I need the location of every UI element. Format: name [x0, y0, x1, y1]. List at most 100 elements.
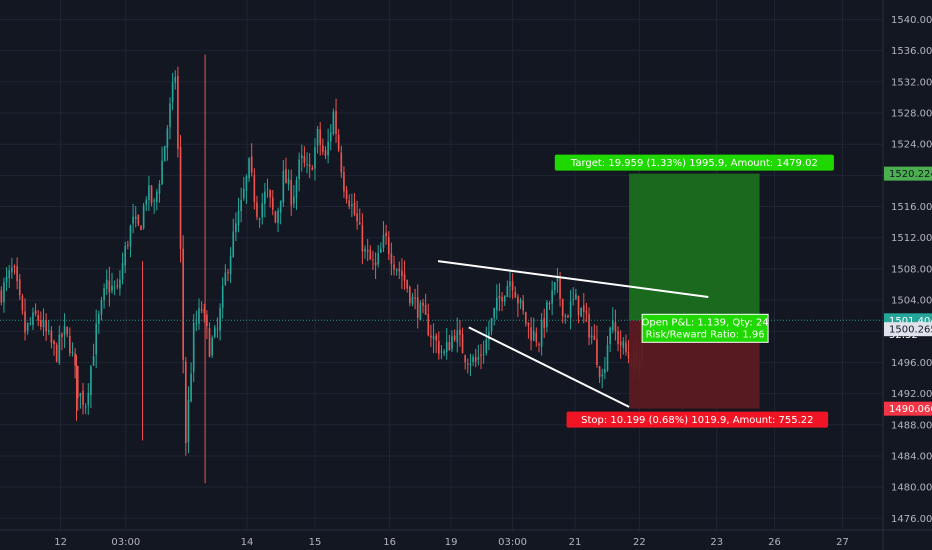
candle-body [121, 263, 124, 280]
candle-body [69, 336, 71, 354]
candle-body [221, 285, 224, 308]
candle-body [127, 244, 129, 246]
candle-body [124, 245, 127, 266]
candle-body [503, 296, 506, 302]
candle-body [561, 298, 564, 317]
candle-body [229, 255, 232, 275]
time-axis[interactable] [0, 530, 932, 550]
candle-body [319, 129, 322, 146]
candle-body [295, 180, 298, 198]
candle-body [119, 279, 121, 289]
candle-body [358, 222, 361, 225]
candle-body [58, 334, 61, 363]
candle-body [219, 307, 221, 331]
trendline[interactable] [468, 326, 630, 408]
candle-body [596, 339, 598, 366]
candle-body [224, 272, 227, 285]
candle-body [390, 253, 393, 264]
candle-body [543, 318, 546, 328]
candle-body [55, 344, 58, 362]
candle-body [622, 340, 625, 348]
candle-body [145, 199, 148, 205]
candle-body [158, 183, 161, 194]
candle-body [398, 268, 401, 272]
candle-body [601, 374, 604, 377]
candle-body [356, 213, 358, 222]
candle-body [374, 262, 377, 266]
candle-body [464, 355, 466, 363]
candle-body [21, 295, 24, 311]
candle-body [308, 164, 311, 167]
candle-body [18, 279, 21, 296]
risk-reward-label: Risk/Reward Ratio: 1.96 [646, 329, 765, 340]
trendline[interactable] [437, 260, 709, 298]
candle-body [327, 141, 329, 156]
candle-body [524, 311, 527, 324]
x-tick-label: 16 [383, 537, 396, 548]
candle-body [163, 145, 166, 162]
candle-body [287, 178, 290, 185]
candle-body [184, 361, 187, 444]
price-tag [884, 166, 932, 181]
candle-body [113, 287, 116, 289]
candle-body [377, 252, 380, 265]
candle-body [345, 189, 348, 200]
candle-body [174, 77, 177, 83]
candle-body [203, 308, 206, 313]
candle-body [111, 285, 113, 291]
candle-body [409, 287, 411, 303]
price-axis[interactable] [883, 0, 932, 550]
candle-body [517, 296, 519, 304]
candle-body [63, 325, 66, 336]
x-tick-label: 23 [710, 537, 723, 548]
candle-body [343, 171, 345, 192]
price-tag-label: 1501.404 [889, 316, 932, 327]
candle-body [8, 270, 11, 278]
candle-body [105, 279, 108, 290]
candle-body [253, 174, 256, 202]
candle-body [511, 281, 514, 291]
candle-body [419, 302, 422, 320]
y-tick-label: 1492.000 [891, 389, 932, 400]
candle-body [332, 111, 335, 134]
candle-body [293, 196, 295, 204]
candle-body [24, 311, 26, 333]
candle-body [211, 337, 213, 356]
profit-zone[interactable] [629, 173, 760, 321]
x-tick-label: 12 [54, 537, 67, 548]
candle-body [261, 203, 264, 218]
candle-body [245, 176, 248, 191]
candle-body [298, 159, 300, 180]
long-position-tool[interactable] [629, 173, 760, 409]
candle-body [501, 297, 503, 302]
candle-body [250, 156, 253, 173]
candle-body [559, 277, 561, 299]
target-label-bg [554, 154, 834, 171]
candle-body [372, 259, 374, 261]
candle-body [480, 354, 482, 356]
x-tick-label: 27 [836, 537, 849, 548]
candle-body [509, 281, 511, 287]
candle-body [361, 225, 364, 252]
candle-body [169, 103, 171, 128]
candle-body [514, 292, 517, 298]
candle-body [435, 335, 438, 341]
candle-body [108, 280, 111, 293]
candle-body [116, 285, 119, 287]
trendlines[interactable] [437, 260, 709, 408]
candle-body [98, 314, 100, 324]
candle-body [380, 248, 382, 253]
price-tag-label: 1520.224 [889, 169, 932, 180]
candle-body [248, 158, 250, 179]
candle-body [609, 327, 611, 345]
candle-body [274, 211, 277, 223]
candle-body [53, 341, 55, 345]
candle-body [282, 170, 285, 203]
candle-body [438, 341, 440, 354]
x-tick-label: 19 [445, 537, 458, 548]
candle-body [461, 334, 464, 354]
price-tag-label: 1490.066 [889, 404, 932, 415]
candle-body [337, 134, 340, 151]
